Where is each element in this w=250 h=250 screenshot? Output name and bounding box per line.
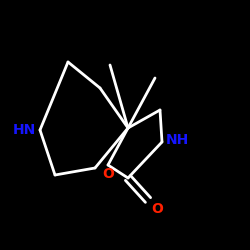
Text: NH: NH (166, 133, 189, 147)
Text: O: O (102, 167, 114, 181)
Text: O: O (151, 202, 163, 216)
Text: HN: HN (13, 123, 36, 137)
